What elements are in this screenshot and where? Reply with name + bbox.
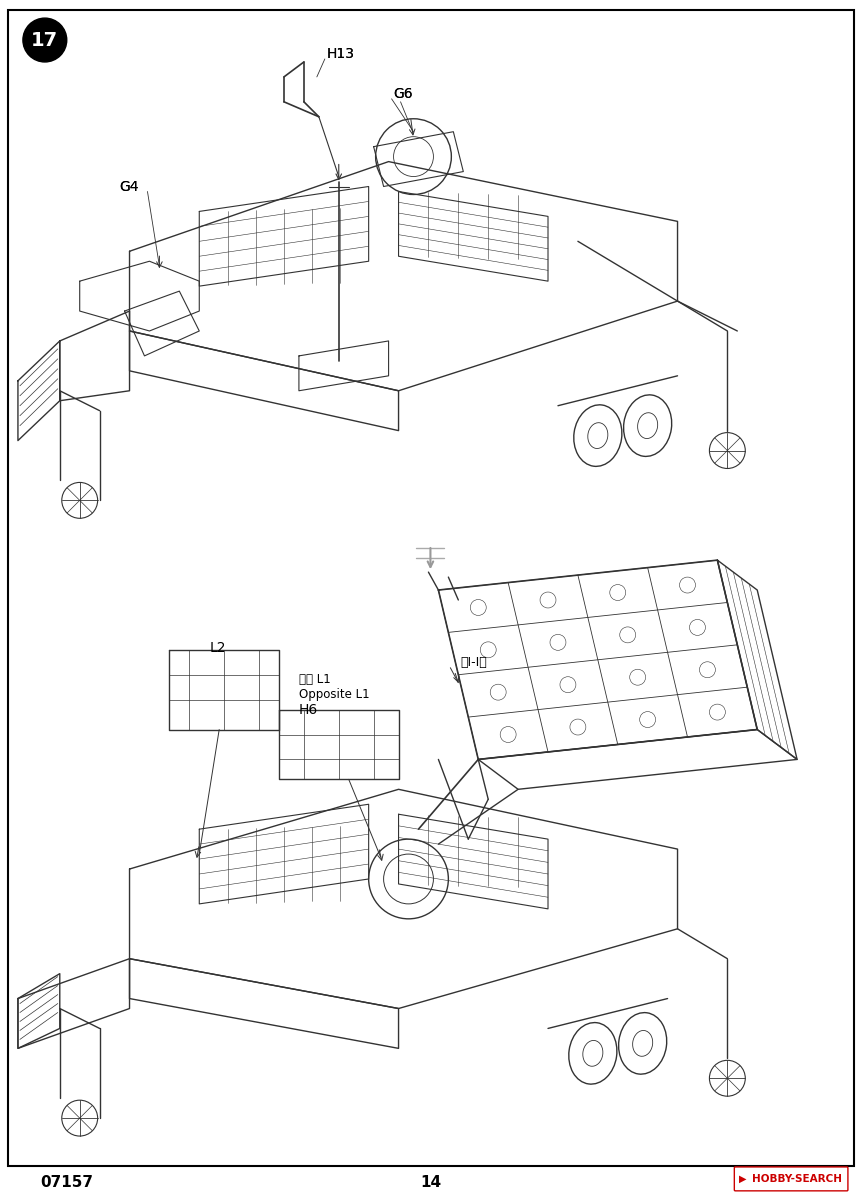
Text: 17: 17 bbox=[31, 30, 59, 49]
Text: G6: G6 bbox=[394, 86, 413, 101]
Text: ▶: ▶ bbox=[740, 1174, 746, 1184]
FancyBboxPatch shape bbox=[734, 1166, 848, 1190]
Text: G4: G4 bbox=[119, 180, 139, 193]
Text: 対側 L1: 対側 L1 bbox=[299, 673, 330, 686]
Text: 07157: 07157 bbox=[40, 1175, 93, 1190]
Text: L2: L2 bbox=[209, 641, 226, 655]
Text: H6: H6 bbox=[299, 703, 318, 716]
Circle shape bbox=[22, 18, 67, 62]
Text: H13: H13 bbox=[327, 47, 355, 61]
Text: G4: G4 bbox=[119, 180, 139, 193]
Text: 14: 14 bbox=[420, 1175, 441, 1190]
Text: G6: G6 bbox=[394, 86, 413, 101]
Text: 《I-I》: 《I-I》 bbox=[460, 656, 487, 670]
Text: H13: H13 bbox=[327, 47, 355, 61]
Text: HOBBY-SEARCH: HOBBY-SEARCH bbox=[753, 1174, 843, 1184]
Text: Opposite L1: Opposite L1 bbox=[299, 688, 369, 701]
